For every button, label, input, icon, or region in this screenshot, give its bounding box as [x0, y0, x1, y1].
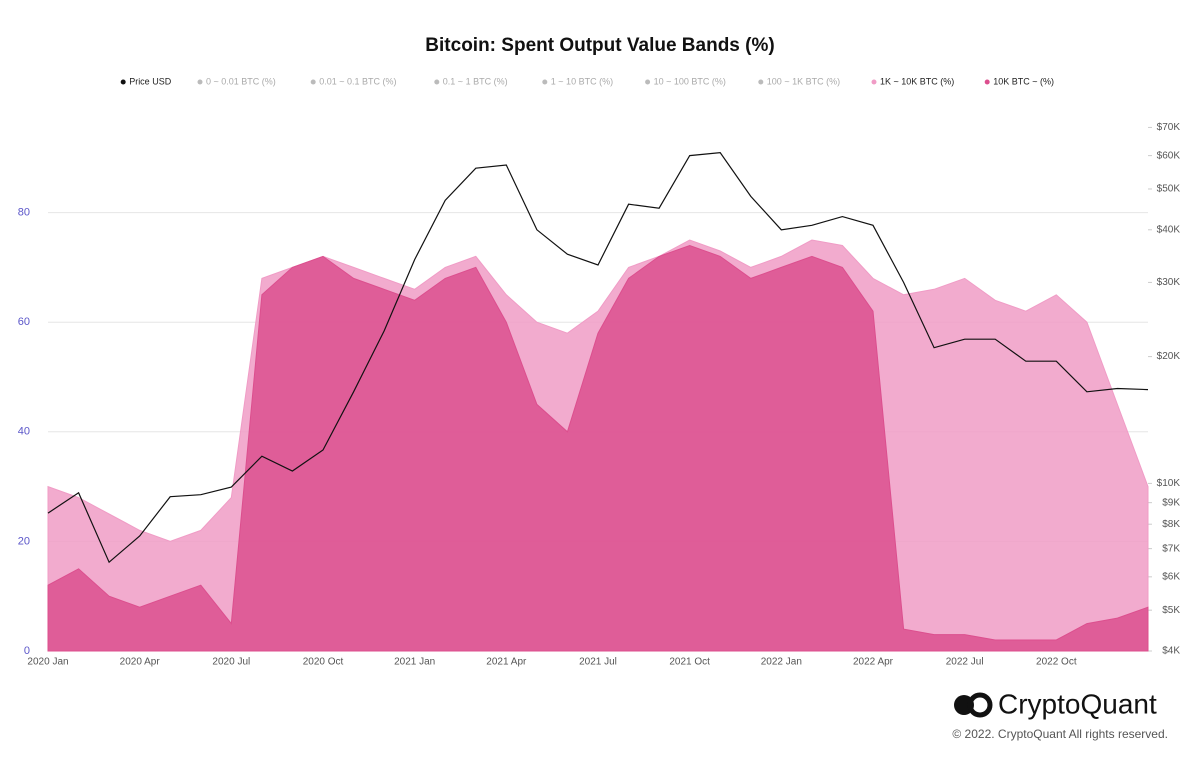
legend-marker — [871, 79, 877, 85]
y2-tick-label: $30K — [1157, 277, 1181, 288]
y-tick-label: 80 — [18, 207, 30, 219]
y2-tick-label: $10K — [1157, 478, 1181, 489]
line — [47, 151, 1149, 564]
legend-label: 10K BTC ~ (%) — [993, 76, 1054, 86]
logo-icon — [967, 692, 993, 718]
y2-tick-label: $7K — [1162, 543, 1180, 554]
y-tick-label: 20 — [18, 535, 30, 547]
legend-marker — [542, 79, 548, 85]
x-tick-label: 2020 Jul — [212, 657, 250, 668]
legend-label: 1 ~ 10 BTC (%) — [551, 76, 613, 86]
legend-marker — [758, 79, 764, 85]
x-tick-label: 2020 Apr — [120, 657, 161, 668]
x-tick-label: 2021 Oct — [669, 657, 710, 668]
y-tick-label: 60 — [18, 316, 30, 328]
y2-tick-label: $50K — [1157, 184, 1181, 195]
y2-tick-label: $5K — [1162, 605, 1180, 616]
x-tick-label: 2022 Jul — [946, 657, 984, 668]
brand: CryptoQuant — [998, 688, 1157, 719]
x-tick-label: 2022 Oct — [1036, 657, 1077, 668]
legend-marker — [120, 79, 126, 85]
legend-item: 10 ~ 100 BTC (%) — [645, 76, 726, 86]
copyright: © 2022. CryptoQuant All rights reserved. — [952, 727, 1168, 741]
y-tick-label: 40 — [18, 426, 30, 438]
legend-item: 10K BTC ~ (%) — [984, 76, 1054, 86]
y2-tick-label: $6K — [1162, 571, 1180, 582]
x-tick-label: 2021 Apr — [486, 657, 527, 668]
legend-label: Price USD — [129, 76, 172, 86]
legend-label: 0.1 ~ 1 BTC (%) — [443, 76, 508, 86]
legend-marker — [645, 79, 651, 85]
legend-marker — [434, 79, 440, 85]
area — [47, 244, 1149, 652]
y2-tick-label: $40K — [1157, 224, 1181, 235]
legend-marker — [310, 79, 316, 85]
legend-item: 0.1 ~ 1 BTC (%) — [434, 76, 508, 86]
y2-tick-label: $9K — [1162, 497, 1180, 508]
y2-tick-label: $70K — [1157, 122, 1181, 133]
legend-marker — [197, 79, 203, 85]
legend-label: 10 ~ 100 BTC (%) — [654, 76, 726, 86]
logo: CryptoQuant — [954, 688, 1157, 719]
x-tick-label: 2020 Jan — [27, 657, 68, 668]
legend-label: 100 ~ 1K BTC (%) — [767, 76, 840, 86]
legend-item: 1K ~ 10K BTC (%) — [871, 76, 954, 86]
legend-item: 0 ~ 0.01 BTC (%) — [197, 76, 276, 86]
x-tick-label: 2022 Jan — [761, 657, 802, 668]
x-tick-label: 2021 Jan — [394, 657, 435, 668]
y2-tick-label: $8K — [1162, 519, 1180, 530]
chart-title: Bitcoin: Spent Output Value Bands (%) — [425, 35, 774, 56]
y2-tick-label: $20K — [1157, 351, 1181, 362]
legend-label: 0.01 ~ 0.1 BTC (%) — [319, 76, 396, 86]
legend-label: 1K ~ 10K BTC (%) — [880, 76, 954, 86]
legend-marker — [984, 79, 990, 85]
y2-tick-label: $4K — [1162, 646, 1180, 657]
legend-label: 0 ~ 0.01 BTC (%) — [206, 76, 276, 86]
legend-item: 100 ~ 1K BTC (%) — [758, 76, 840, 86]
y2-tick-label: $60K — [1157, 150, 1181, 161]
legend-item: 0.01 ~ 0.1 BTC (%) — [310, 76, 396, 86]
legend-item: 1 ~ 10 BTC (%) — [542, 76, 613, 86]
legend-item: Price USD — [120, 76, 172, 86]
x-tick-label: 2022 Apr — [853, 657, 894, 668]
x-tick-label: 2020 Oct — [303, 657, 344, 668]
y-tick-label: 0 — [24, 645, 30, 657]
x-tick-label: 2021 Jul — [579, 657, 617, 668]
